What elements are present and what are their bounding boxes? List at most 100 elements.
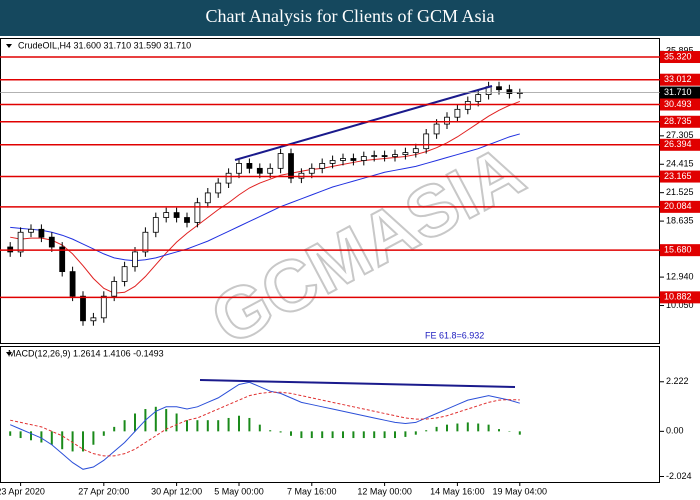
macd-histogram-bar: [175, 413, 178, 432]
macd-histogram-bar: [466, 422, 469, 432]
macd-histogram-bar: [498, 429, 500, 432]
level-label: 20.084: [664, 201, 692, 211]
level-label: 10.882: [664, 292, 692, 302]
macd-histogram-bar: [82, 431, 84, 452]
candle-body: [381, 155, 388, 157]
level-label: 15.680: [664, 245, 692, 255]
candle-body: [412, 148, 419, 154]
macd-histogram-bar: [477, 423, 480, 432]
macd-histogram-bar: [373, 431, 376, 439]
y-tick-label: 10.050: [666, 300, 694, 310]
candle-body: [350, 158, 357, 161]
macd-histogram-bar: [40, 431, 43, 443]
candle-body: [163, 212, 170, 218]
current-price-box: [660, 86, 700, 99]
candle-body: [256, 167, 263, 174]
macd-histogram-bar: [300, 431, 303, 439]
candle-body: [360, 156, 367, 161]
candle-body: [319, 163, 326, 169]
candle-body: [371, 155, 378, 157]
candle-body: [48, 236, 55, 248]
macd-histogram-bar: [227, 417, 230, 432]
macd-histogram-bar: [50, 431, 53, 445]
candle-body: [204, 192, 211, 204]
macd-histogram-bar: [71, 431, 74, 452]
y-tick-label: 27.305: [666, 130, 694, 140]
macd-histogram-bar: [446, 424, 448, 432]
y-tick-label: 12.940: [666, 271, 694, 281]
candle-body: [246, 163, 253, 169]
candle-body: [288, 153, 294, 179]
x-tick-label: 23 Apr 2020: [0, 486, 45, 496]
level-box: [660, 200, 700, 213]
candle-body: [215, 182, 222, 194]
macd-histogram-bar: [217, 420, 220, 432]
current-price-label: 31.710: [664, 87, 692, 97]
level-label: 23.165: [664, 171, 692, 181]
level-box: [660, 98, 700, 111]
macd-histogram-bar: [61, 431, 64, 450]
y-tick-label: 2.222: [666, 376, 689, 386]
title-bar: [0, 0, 700, 36]
x-tick-label: 19 May 04:00: [493, 486, 548, 496]
y-tick-label: 0.00: [666, 426, 684, 436]
macd-histogram-bar: [279, 431, 282, 433]
macd-histogram-bar: [362, 431, 365, 439]
x-tick-label: 30 Apr 12:00: [151, 486, 202, 496]
macd-histogram-bar: [321, 431, 324, 439]
candle-body: [100, 295, 107, 319]
candle-body: [454, 108, 461, 118]
macd-histogram-bar: [487, 424, 490, 432]
level-box: [660, 244, 700, 257]
macd-histogram-bar: [113, 426, 116, 432]
candle-body: [194, 202, 201, 223]
x-tick-label: 14 May 16:00: [430, 486, 485, 496]
level-box: [660, 115, 700, 128]
candle-body: [444, 116, 450, 125]
candle-body: [433, 123, 440, 135]
macd-histogram-bar: [196, 420, 199, 432]
candle-body: [423, 133, 430, 150]
moving-average: [10, 100, 520, 294]
macd-histogram-bar: [248, 417, 251, 432]
level-box: [660, 291, 700, 304]
macd-histogram-bar: [414, 431, 417, 435]
page-title: Chart Analysis for Clients of GCM Asia: [206, 6, 495, 26]
level-box: [660, 170, 700, 183]
macd-histogram-bar: [310, 431, 313, 439]
macd-histogram-bar: [9, 431, 12, 436]
fe-annotation: FE 61.8=6.932: [425, 330, 484, 340]
candle-body: [152, 217, 159, 233]
trend-line: [234, 85, 493, 161]
candle-body: [132, 251, 138, 268]
macd-histogram-bar: [19, 431, 22, 439]
candle-body: [121, 266, 128, 282]
macd-histogram-bar: [134, 413, 136, 432]
level-label: 30.493: [664, 99, 692, 109]
candle-body: [402, 152, 409, 155]
macd-histogram-bar: [383, 431, 386, 439]
macd-histogram-bar: [165, 409, 168, 432]
candle-body: [308, 167, 315, 174]
x-tick-label: 7 May 16:00: [287, 486, 337, 496]
y-tick-label: 18.635: [666, 215, 694, 225]
level-box: [660, 73, 700, 86]
level-label: 35.320: [664, 51, 692, 61]
y-tick-label: 21.525: [666, 187, 694, 197]
candle-body: [392, 154, 398, 157]
x-tick-label: 12 May 00:00: [357, 486, 412, 496]
collapse-icon: [6, 44, 12, 48]
candle-body: [506, 89, 513, 94]
candle-body: [59, 246, 66, 273]
macd-histogram-bar: [206, 420, 209, 432]
macd-histogram-bar: [342, 431, 344, 439]
macd-histogram-bar: [518, 431, 521, 435]
macd-header: MACD(12,26,9) 1.2614 1.4106 -0.1493: [8, 348, 164, 358]
candle-body: [277, 153, 284, 169]
candle-body: [17, 231, 24, 253]
macd-panel: [0, 346, 660, 483]
y-tick-label: 35.895: [666, 46, 694, 56]
macd-trend-line: [199, 379, 516, 388]
candle-body: [225, 172, 232, 184]
